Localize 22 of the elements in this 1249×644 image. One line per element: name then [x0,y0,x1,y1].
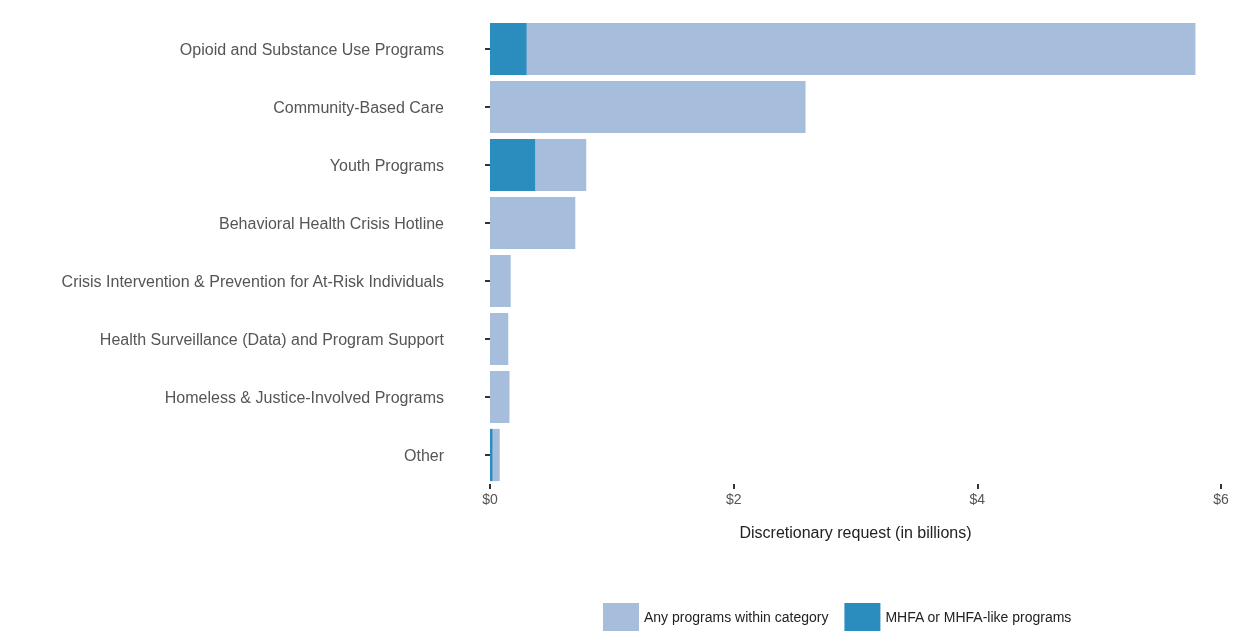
y-tick-label: Crisis Intervention & Prevention for At-Risk Individuals [61,272,444,290]
bar [490,196,576,250]
bar [490,22,527,76]
y-tick-label: Other [403,446,445,464]
y-tick-label: Youth Programs [329,156,444,174]
bar [490,312,509,366]
y-tick-label: Behavioral Health Crisis Hotline [219,214,445,232]
y-tick-label: Homeless & Justice-Involved Programs [164,388,444,406]
bar [490,370,510,424]
y-tick-label: Community-Based Care [273,98,445,116]
legend-label: MHFA or MHFA-like programs [885,609,1072,625]
x-tick-label: $2 [725,491,742,507]
y-tick-label: Opioid and Substance Use Programs [179,40,444,58]
x-tick-label: $6 [1213,491,1229,507]
x-tick-label: $4 [969,491,986,507]
bar [490,254,511,308]
bar [490,80,806,134]
legend-label: Any programs within category [644,609,829,625]
bar [490,138,536,192]
y-tick-label: Health Surveillance (Data) and Program Support [99,330,445,348]
x-tick-label: $0 [482,491,498,507]
x-axis-title: Discretionary request (in billions) [739,523,972,541]
